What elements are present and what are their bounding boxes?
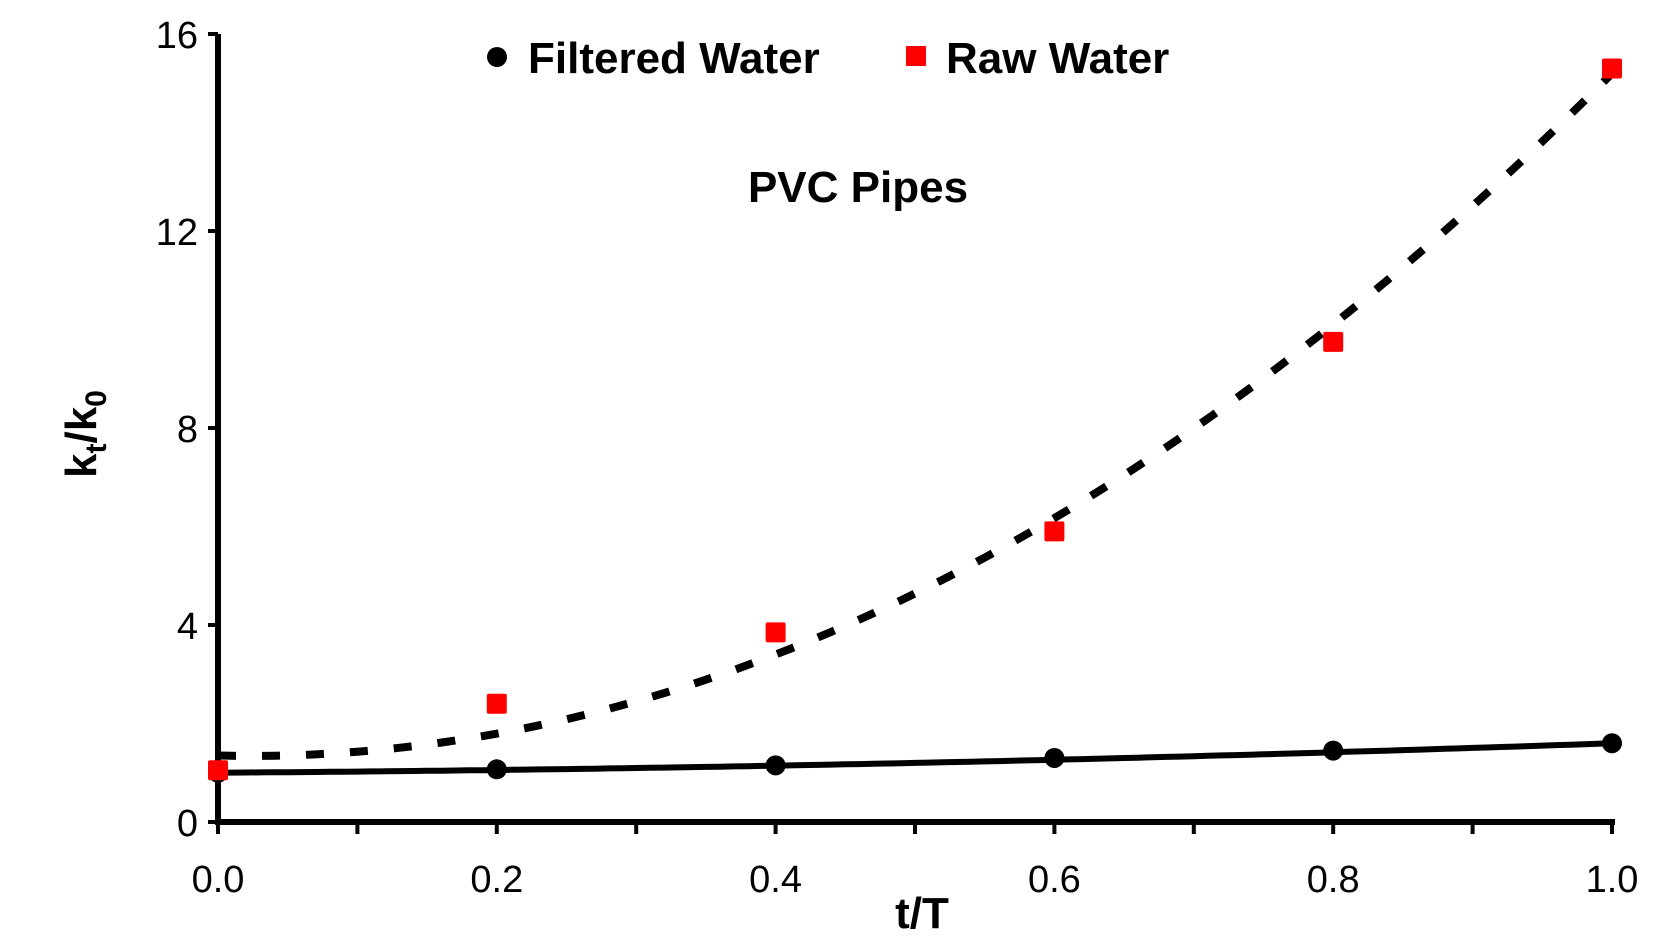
axes [208,32,1615,834]
point-filtered-water [1044,747,1065,768]
legend-marker-filtered-water [487,47,507,67]
x-tick-label: 0.4 [749,859,802,901]
point-raw-water [1323,331,1344,352]
x-tick-label: 0.6 [1028,859,1081,901]
y-tick-label: 16 [156,15,198,57]
point-filtered-water [765,755,786,776]
chart-title: PVC Pipes [748,163,968,212]
y-tick-label: 0 [177,803,198,845]
point-raw-water [208,760,228,781]
y-tick-label: 12 [156,212,198,254]
trendline-filtered-water [217,740,1613,776]
legend-label-raw-water: Raw Water [946,34,1169,83]
y-axis-label: kt/k0 [57,390,113,478]
point-raw-water [486,693,507,714]
x-tick-label: 1.0 [1586,859,1639,901]
tick-labels: 0 4 8 12 16 0.0 0.2 0.4 0.6 0.8 1.0 [156,15,1639,901]
legend-marker-raw-water [906,46,926,66]
x-tick-label: 0.2 [470,859,523,901]
trendlines [217,70,1615,776]
x-tick-label: 0.0 [192,859,245,901]
legend: Filtered Water Raw Water [487,34,1169,83]
data-points [208,58,1622,783]
point-raw-water [1044,521,1065,542]
y-tick-label: 4 [177,606,198,648]
y-tick-label: 8 [177,409,198,451]
point-filtered-water [1323,740,1344,761]
point-filtered-water [1602,733,1622,754]
x-axis-label: t/T [895,889,949,938]
trendline-raw-water [217,70,1615,760]
x-tick-label: 0.8 [1307,859,1360,901]
point-raw-water [1602,58,1622,79]
legend-label-filtered-water: Filtered Water [528,34,820,83]
point-raw-water [765,622,786,643]
point-filtered-water [486,759,507,780]
